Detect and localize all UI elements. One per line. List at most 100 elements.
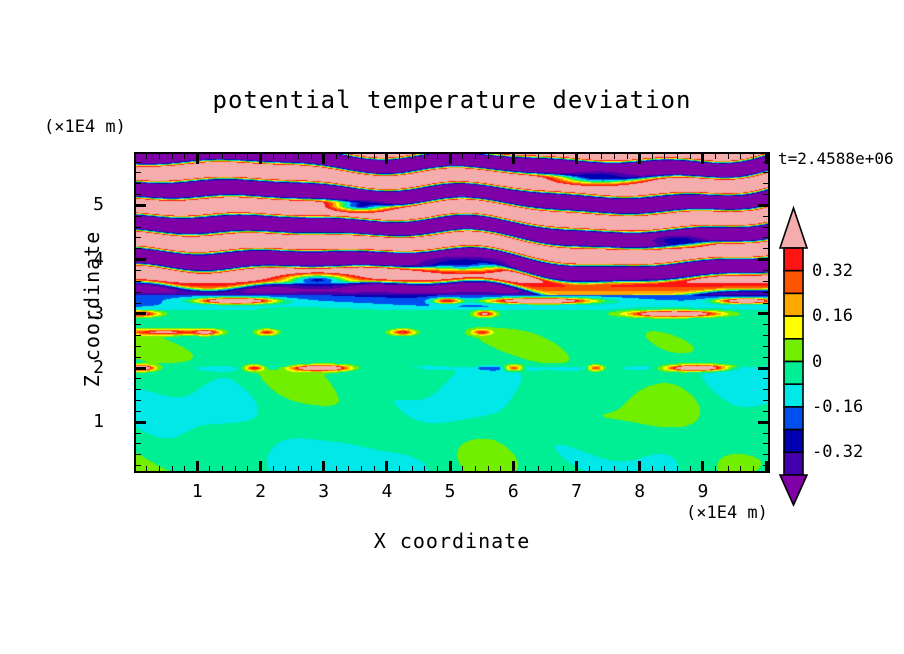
x-tick-label: 4 [381,481,393,502]
z-minor-tick [136,183,141,185]
z-minor-tick [136,215,141,217]
x-tick-label: 1 [191,481,203,502]
z-minor-tick [763,345,768,347]
x-minor-tick [525,466,527,471]
z-minor-tick [763,432,768,434]
z-minor-tick [763,161,768,163]
x-minor-tick [335,466,337,471]
x-minor-tick [285,466,287,471]
colorbar-segment [783,428,804,454]
z-minor-tick [136,378,141,380]
x-major-tick [638,461,642,471]
z-minor-tick [136,443,141,445]
z-minor-tick [763,194,768,196]
plot-area [134,152,770,473]
x-major-tick [511,154,515,164]
x-minor-tick [500,154,502,159]
x-major-tick [259,461,262,471]
colorbar-segment [783,406,804,431]
x-minor-tick [424,154,426,159]
z-minor-tick [136,226,141,228]
x-major-tick [322,461,326,471]
x-major-tick [701,461,705,471]
x-major-tick [195,461,199,471]
x-minor-tick [626,466,628,471]
z-minor-tick [136,248,141,250]
z-minor-tick [763,465,768,467]
x-minor-tick [651,466,653,471]
x-minor-tick [462,466,464,471]
x-minor-tick [474,466,476,471]
x-major-tick [511,461,515,471]
z-major-tick [758,258,768,262]
x-minor-tick [411,154,413,159]
x-minor-tick [285,154,287,159]
x-minor-tick [348,466,350,471]
x-minor-tick [310,154,312,159]
x-minor-tick [500,466,502,471]
z-minor-tick [136,356,141,358]
colorbar-segment [783,292,804,317]
x-tick-label: 6 [507,481,519,502]
z-minor-tick [763,215,768,217]
x-minor-tick [727,154,729,159]
x-minor-tick [538,154,540,159]
x-minor-tick [689,154,691,159]
x-major-tick [575,154,578,164]
x-minor-tick [664,154,666,159]
colorbar-tick-label: -0.16 [812,396,864,417]
colorbar-segment [783,247,804,272]
z-minor-tick [763,454,768,456]
x-minor-tick [550,466,552,471]
z-minor-tick [136,454,141,456]
x-minor-tick [234,154,236,159]
x-minor-tick [664,466,666,471]
z-minor-tick [136,324,141,326]
colorbar-segment [783,451,804,476]
x-minor-tick [399,466,401,471]
z-minor-tick [763,237,768,239]
chart-title: potential temperature deviation [212,86,692,114]
x-minor-tick [436,154,438,159]
x-minor-tick [436,466,438,471]
x-minor-tick [487,466,489,471]
x-major-tick [322,154,326,164]
colorbar-segment [783,269,804,295]
x-major-tick [448,154,452,164]
x-minor-tick [538,466,540,471]
x-major-tick [195,154,199,164]
x-major-tick [575,461,578,471]
z-major-tick [136,203,146,207]
z-minor-tick [136,345,141,347]
z-minor-tick [763,248,768,250]
z-minor-tick [136,161,141,163]
x-minor-tick [146,154,148,159]
z-major-tick [136,258,146,262]
x-tick-label: 5 [444,481,456,502]
z-tick-label: 3 [93,302,104,324]
colorbar-segment [783,315,804,340]
time-annotation: t=2.4588e+06 [778,149,894,168]
x-minor-tick [613,466,615,471]
x-minor-tick [677,466,679,471]
x-tick-label: 3 [318,481,330,502]
x-minor-tick [310,466,312,471]
x-minor-tick [247,466,249,471]
x-minor-tick [715,154,717,159]
x-minor-tick [525,154,527,159]
x-minor-tick [563,154,565,159]
z-axis-unit-label: (×1E4 m) [44,117,126,137]
x-minor-tick [715,466,717,471]
z-tick-label: 1 [93,411,104,433]
z-axis-title: Z coordinate [80,230,104,388]
z-minor-tick [763,443,768,445]
z-tick-label: 2 [93,357,104,379]
x-minor-tick [348,154,350,159]
z-minor-tick [763,183,768,185]
x-minor-tick [297,154,299,159]
x-minor-tick [740,466,742,471]
x-minor-tick [184,154,186,159]
z-minor-tick [136,280,141,282]
z-minor-tick [136,172,141,174]
